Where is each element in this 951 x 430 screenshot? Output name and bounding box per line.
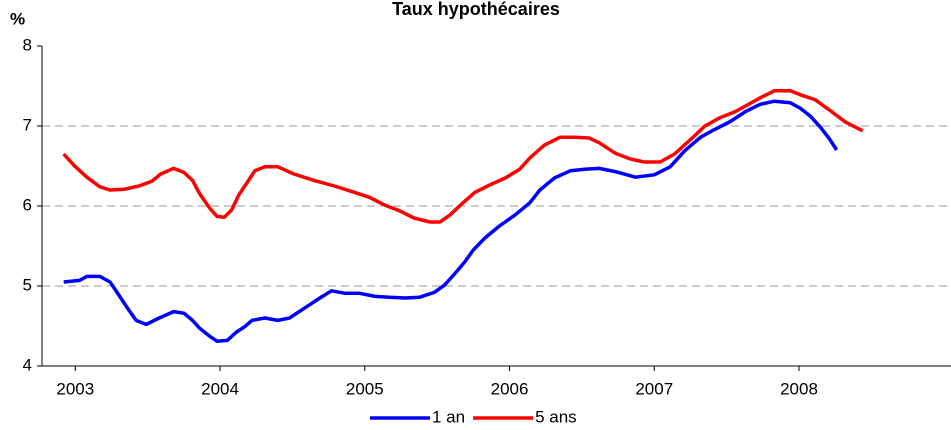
x-tick-label: 2006 [491, 379, 529, 398]
y-axis-label: % [10, 9, 25, 28]
legend-label: 5 ans [535, 407, 577, 426]
x-tick-label: 2004 [201, 379, 239, 398]
x-tick-label: 2008 [780, 379, 818, 398]
line-series [63, 99, 839, 343]
line-series [62, 89, 864, 224]
y-tick-label: 4 [23, 355, 32, 374]
x-tick-label: 2007 [635, 379, 673, 398]
x-tick-label: 2005 [346, 379, 384, 398]
y-tick-label: 6 [23, 195, 32, 214]
legend-label: 1 an [432, 407, 465, 426]
y-tick-label: 5 [23, 275, 32, 294]
y-tick-label: 8 [23, 35, 32, 54]
chart-title: Taux hypothécaires [392, 0, 560, 19]
y-tick-label: 7 [23, 115, 32, 134]
x-tick-label: 2003 [56, 379, 94, 398]
